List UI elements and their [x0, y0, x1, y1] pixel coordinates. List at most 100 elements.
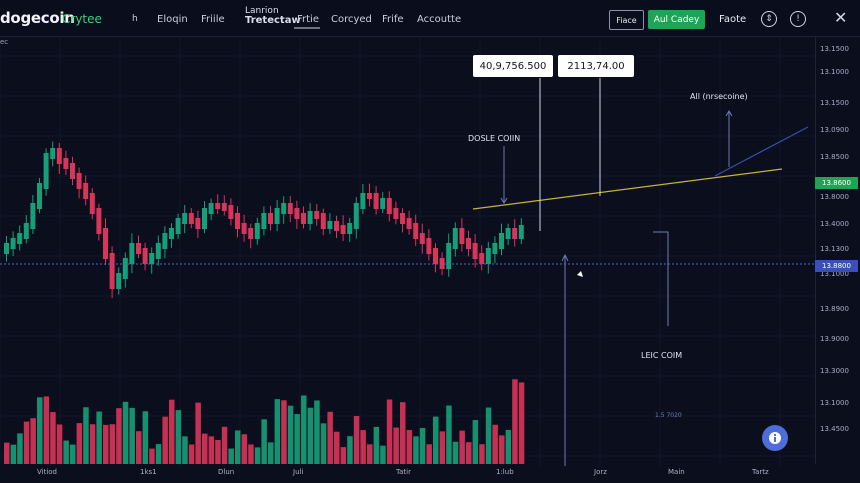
lec-bracket	[653, 231, 669, 326]
candle-body	[373, 193, 379, 209]
nav-item-corcyed[interactable]: Corcyed	[331, 14, 372, 25]
doge-arrowhead	[500, 197, 508, 204]
candle-body	[195, 218, 201, 229]
chevron-up-down-icon[interactable]: ⇕	[761, 11, 777, 27]
price-chart[interactable]	[0, 36, 815, 466]
nav-item-frtie[interactable]: Frtie	[297, 14, 319, 25]
candle-body	[301, 213, 306, 224]
volume-bar	[37, 397, 43, 464]
candle-body	[50, 148, 56, 159]
candle-body	[76, 173, 82, 189]
candle-body	[142, 248, 148, 264]
time-axis-label: Jorz	[594, 468, 607, 476]
candle-body	[353, 203, 359, 229]
volume-bar	[320, 423, 327, 464]
volume-bar	[373, 426, 380, 464]
candle-body	[307, 211, 313, 224]
volume-bar	[10, 444, 17, 464]
faote-link[interactable]: Faote	[719, 14, 747, 25]
volume-bar	[188, 444, 195, 464]
volume-bar	[248, 444, 254, 464]
volume-bar	[347, 436, 353, 464]
candle-body	[419, 233, 425, 244]
volume-bar	[307, 407, 314, 464]
volume-bar	[446, 405, 452, 464]
cursor-icon	[577, 271, 583, 277]
close-icon[interactable]: ✕	[834, 8, 848, 27]
candle-body	[320, 213, 326, 229]
price-axis-label: 13.1500	[820, 99, 849, 107]
candle-body	[17, 233, 23, 244]
nav-item-friile[interactable]: Friile	[201, 14, 225, 25]
candle-body	[386, 198, 392, 214]
candle-body	[162, 233, 168, 249]
volume-bar	[314, 400, 320, 464]
volume-bar	[149, 448, 155, 464]
trend-line	[472, 168, 783, 210]
brand-logo-text[interactable]: dogecoin	[0, 9, 75, 27]
annotation-dim-label: 1.5 7020	[655, 412, 682, 419]
volume-bar	[169, 399, 175, 464]
price-callout-1: 40,9,756.500	[473, 55, 553, 77]
volume-bar	[208, 436, 215, 464]
candle-body	[512, 228, 518, 239]
volume-bar	[221, 426, 228, 464]
nav-item-eloqin[interactable]: Eloqin	[157, 14, 188, 25]
time-axis-label: Dlun	[218, 468, 235, 476]
nav-stack-top-label: Lanrion	[245, 6, 279, 16]
volume-bar	[406, 430, 413, 464]
volume-bar	[386, 399, 393, 464]
price-badge-green: 13.8600	[815, 177, 858, 189]
nav-item-accoutte[interactable]: Accoutte	[417, 14, 462, 25]
price-axis-label: 13.1300	[820, 245, 849, 253]
volume-bar	[241, 434, 248, 464]
annotation-lec-com: LEIC COIM	[641, 351, 683, 360]
price-axis-label: 13.4500	[820, 425, 849, 433]
help-fab-button[interactable]	[762, 425, 788, 451]
candle-body	[202, 208, 207, 229]
nav-item-frife[interactable]: Frife	[382, 14, 404, 25]
candle-body	[393, 208, 399, 219]
volume-bar	[23, 421, 30, 464]
volume-bar	[142, 411, 149, 464]
volume-bar	[254, 447, 261, 464]
volume-bar	[479, 444, 485, 464]
volume-bar	[43, 396, 50, 464]
candle-body	[287, 203, 293, 214]
candle-body	[235, 213, 240, 229]
volume-bar	[466, 442, 472, 464]
volume-bar	[89, 424, 96, 464]
volume-bar	[195, 402, 201, 464]
candle-body	[43, 153, 49, 189]
nav-stack-bottom-label: Tretectaw	[245, 15, 301, 26]
volume-bar	[301, 395, 307, 464]
candle-body	[479, 253, 485, 264]
candle-body	[466, 238, 471, 249]
candle-body	[518, 225, 524, 239]
price-axis[interactable]	[815, 36, 860, 464]
nav-item-lanrion[interactable]: Lanrion Tretectaw	[245, 6, 301, 26]
fiace-button[interactable]: Fiace	[609, 10, 644, 30]
price-badge-current: 13.8800	[815, 260, 858, 272]
candle-body	[221, 203, 227, 211]
candle-body	[208, 203, 214, 214]
info-icon[interactable]: !	[790, 11, 806, 27]
volume-bar	[30, 418, 36, 464]
volume-bar	[426, 444, 432, 464]
candlestick-series	[4, 141, 524, 299]
time-axis-label: Main	[668, 468, 685, 476]
volume-bar	[228, 448, 234, 464]
volume-bar	[518, 382, 525, 464]
price-axis-label: 13.1500	[820, 45, 849, 53]
candle-body	[274, 208, 280, 224]
volume-bar	[380, 445, 386, 464]
candle-body	[281, 203, 287, 214]
aul-cadey-button[interactable]: Aul Cadey	[648, 10, 705, 29]
volume-bar	[83, 407, 89, 464]
volume-bar	[202, 433, 208, 464]
nav-item-h[interactable]: h	[132, 14, 138, 24]
candle-body	[89, 193, 95, 214]
candle-body	[340, 225, 346, 234]
volume-bar	[294, 414, 300, 464]
candle-body	[248, 228, 254, 239]
